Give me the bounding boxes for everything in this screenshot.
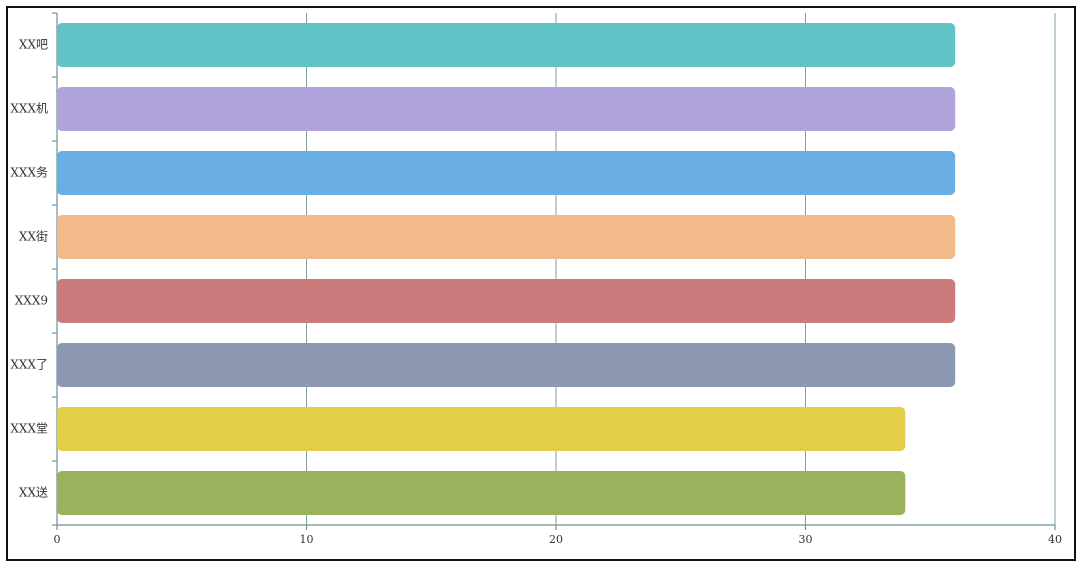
x-tick-label: 0 [54,533,61,546]
y-tick-label: XXX堂 [10,422,48,436]
y-tick-label: XXX务 [10,165,48,180]
y-tick-label: XX送 [19,485,48,500]
bar [57,407,906,451]
y-tick-label: XX吧 [19,38,48,52]
x-tick-label: 10 [300,533,314,546]
y-tick-label: XXX了 [10,358,48,372]
y-tick-label: XXX机 [10,102,48,116]
bar [57,87,956,131]
bar [57,23,956,67]
y-tick-label: XXX9 [15,294,48,308]
bar [57,343,956,387]
bar [57,471,906,515]
x-tick-label: 30 [799,533,813,546]
bar [57,215,956,259]
x-tick-label: 20 [549,533,563,546]
bar [57,279,956,323]
y-tick-label: XX街 [19,230,48,244]
x-tick-label: 40 [1048,533,1062,546]
bar [57,151,956,195]
